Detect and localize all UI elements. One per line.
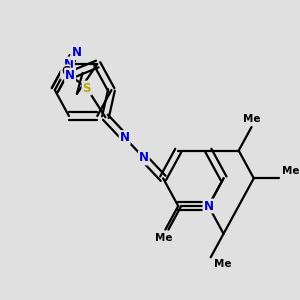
Text: N: N <box>65 69 75 82</box>
Text: N: N <box>120 131 130 144</box>
Text: N: N <box>72 46 82 59</box>
Text: N: N <box>203 200 214 212</box>
Text: Me: Me <box>243 114 260 124</box>
Text: C: C <box>61 65 70 79</box>
Text: Me: Me <box>282 166 300 176</box>
Text: N: N <box>139 152 149 164</box>
Text: Me: Me <box>214 259 231 269</box>
Text: Me: Me <box>155 232 172 243</box>
Text: N: N <box>64 58 74 70</box>
Text: S: S <box>82 82 91 94</box>
